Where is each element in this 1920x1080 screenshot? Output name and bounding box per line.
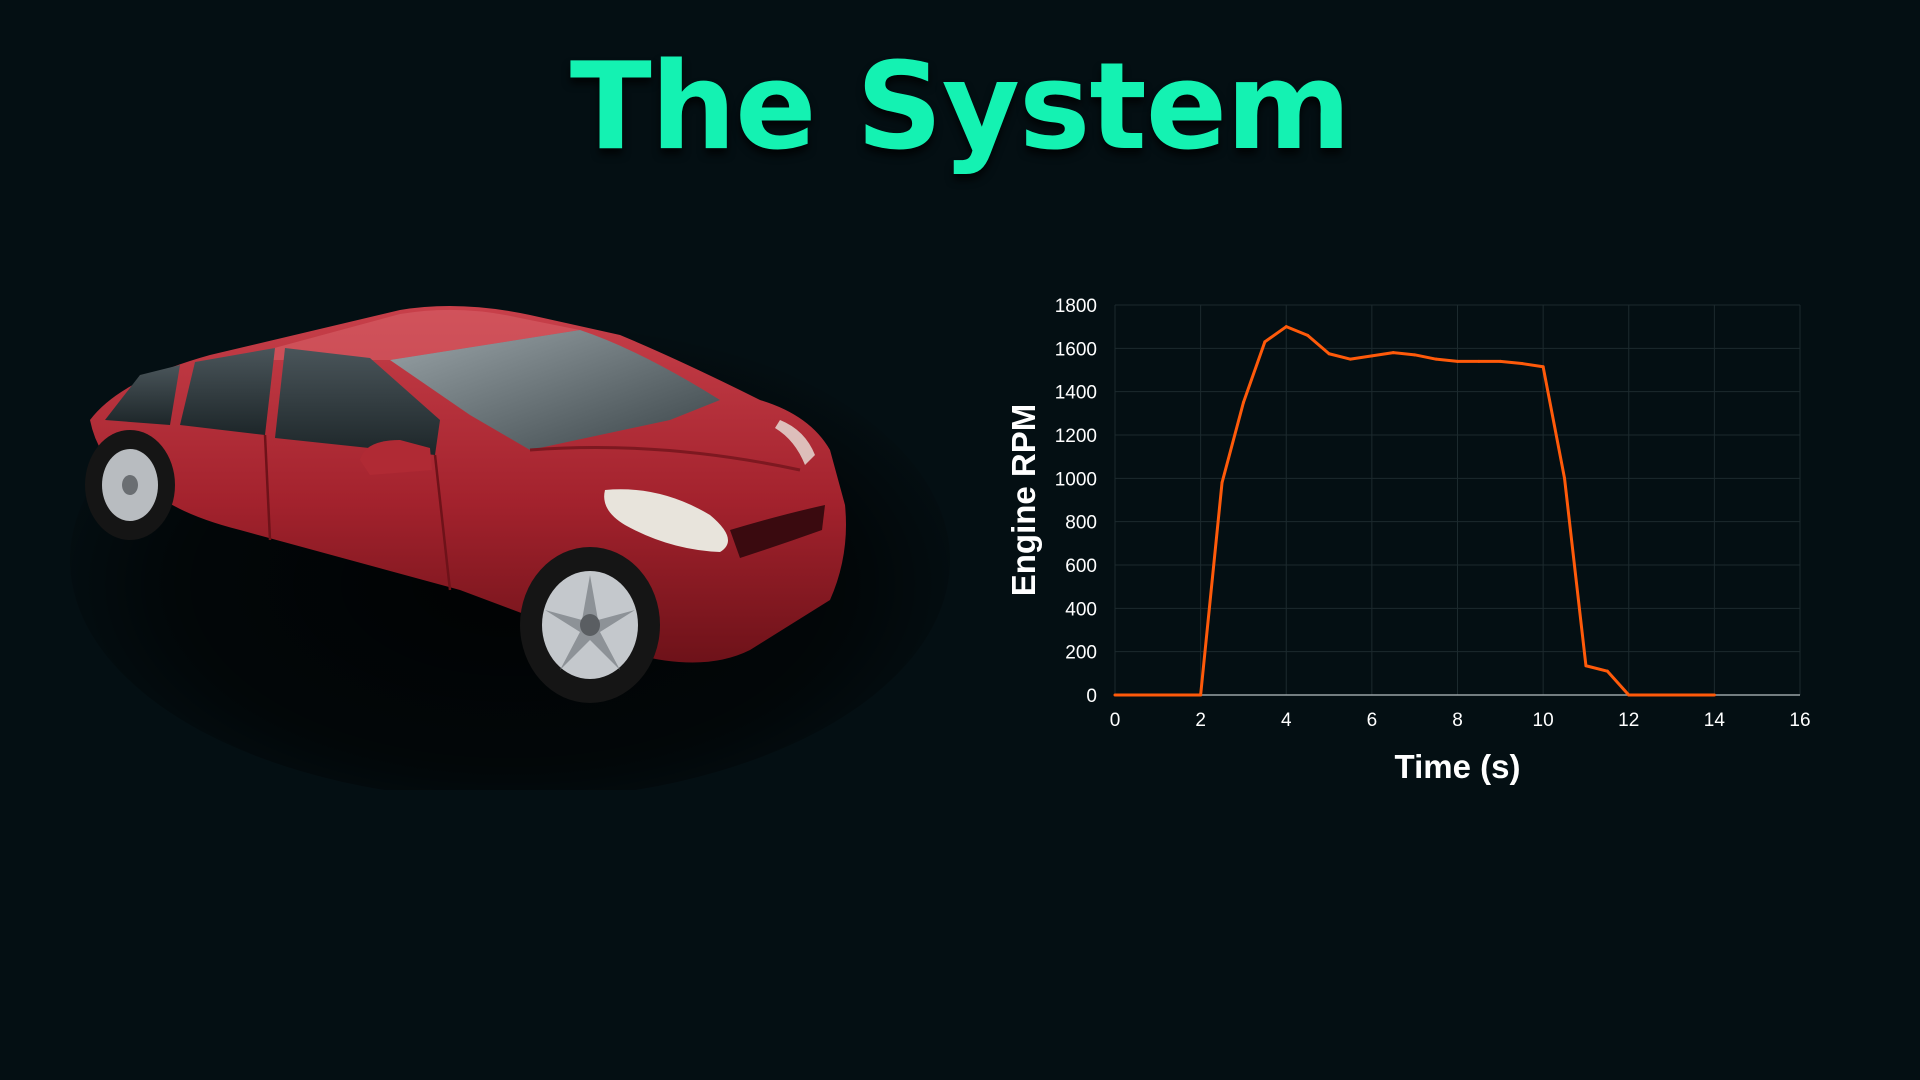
- rear-wheel: [85, 430, 175, 540]
- rpm-chart-svg: 0 2 4 6 8 10 12 14 16 0 200 400 600 800 1000 1200 1400 16…: [1005, 296, 1811, 785]
- rpm-chart: 0 2 4 6 8 10 12 14 16 0 200 400 600 800 1000 1200 1400 16…: [990, 280, 1870, 800]
- y-tick-label: 0: [1086, 686, 1097, 707]
- rpm-data-point: [1370, 354, 1374, 358]
- rpm-data-point: [1220, 481, 1224, 485]
- y-tick-label: 1000: [1055, 469, 1097, 490]
- rpm-data-point: [1712, 693, 1716, 697]
- hood-line: [529, 446, 801, 472]
- rpm-data-point: [1456, 359, 1459, 363]
- x-axis-title: Time (s): [1395, 748, 1521, 785]
- rpm-data-point: [1648, 693, 1652, 697]
- rpm-series-line: [1115, 325, 1715, 697]
- grille: [730, 505, 825, 558]
- side-mirror: [360, 440, 432, 475]
- x-tick-label: 4: [1281, 710, 1292, 731]
- x-tick-label: 8: [1452, 710, 1463, 731]
- x-tick-label: 16: [1789, 710, 1810, 731]
- rpm-data-point: [1306, 333, 1310, 337]
- y-tick-label: 1400: [1055, 383, 1097, 404]
- rpm-data-point: [1327, 352, 1331, 356]
- y-tick-label: 1200: [1055, 426, 1097, 447]
- x-tick-label: 0: [1110, 710, 1121, 731]
- y-tick-label: 1800: [1055, 296, 1097, 317]
- chart-tick-labels: 0 2 4 6 8 10 12 14 16 0 200 400 600 800 1000 1200 1400 16…: [1055, 296, 1811, 731]
- rpm-data-point: [1627, 693, 1631, 697]
- slide-title: The System: [569, 38, 1351, 177]
- rpm-data-point: [1434, 357, 1438, 361]
- rpm-data-point: [1241, 401, 1245, 404]
- x-tick-label: 2: [1195, 710, 1206, 731]
- side-window-front: [180, 348, 275, 435]
- side-window-rear: [105, 365, 180, 425]
- rpm-data-point: [1563, 476, 1567, 480]
- front-wheel: [520, 547, 660, 703]
- y-tick-label: 600: [1065, 556, 1097, 577]
- windshield: [390, 330, 720, 450]
- car-illustration: [70, 306, 950, 790]
- side-window-driver: [275, 348, 440, 455]
- rpm-data-point: [1584, 664, 1588, 668]
- rpm-data-point: [1413, 353, 1417, 357]
- rpm-data-point: [1477, 359, 1481, 363]
- x-tick-label: 14: [1704, 710, 1726, 731]
- car-photo: [60, 290, 960, 790]
- rpm-data-point: [1605, 669, 1609, 673]
- x-tick-label: 10: [1533, 710, 1554, 731]
- door-line-rear: [263, 434, 272, 541]
- chart-series: [1113, 325, 1716, 697]
- rpm-data-point: [1199, 693, 1203, 697]
- roof-highlight: [230, 309, 580, 360]
- rpm-data-point: [1348, 357, 1352, 361]
- rpm-data-point: [1113, 693, 1117, 697]
- x-tick-label: 6: [1367, 710, 1378, 731]
- rpm-data-point: [1520, 362, 1524, 365]
- rpm-data-point: [1670, 693, 1674, 697]
- rpm-data-point: [1391, 351, 1395, 355]
- y-tick-label: 1600: [1055, 339, 1097, 360]
- headlight-right: [775, 420, 815, 465]
- y-tick-label: 200: [1065, 643, 1097, 664]
- rpm-data-point: [1691, 693, 1695, 697]
- door-line-front: [433, 454, 452, 591]
- rpm-data-point: [1284, 325, 1288, 329]
- rpm-data-point: [1498, 359, 1502, 363]
- x-tick-label: 12: [1618, 710, 1639, 731]
- rpm-data-point: [1541, 365, 1545, 369]
- y-axis-title: Engine RPM: [1005, 404, 1042, 597]
- chart-grid: [1114, 304, 1801, 696]
- headlight: [604, 489, 728, 552]
- y-tick-label: 800: [1065, 513, 1097, 534]
- rpm-data-point: [1263, 340, 1267, 344]
- y-tick-label: 400: [1065, 599, 1097, 620]
